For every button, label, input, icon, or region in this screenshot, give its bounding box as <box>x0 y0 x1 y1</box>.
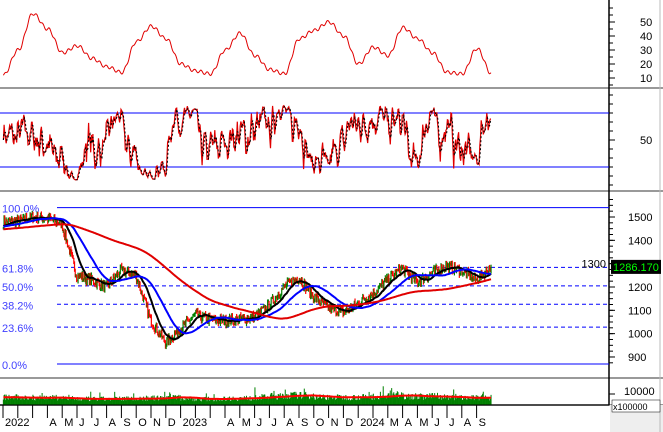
last-price-box <box>611 259 661 274</box>
y-tick-label: 900 <box>628 352 646 364</box>
x-tick-label: S <box>123 417 130 429</box>
y-tick-label: 30 <box>640 45 652 57</box>
x-tick-label: S <box>479 417 486 429</box>
y-tick-label: 1400 <box>628 235 652 247</box>
x-tick-label: A <box>49 417 57 429</box>
x-tick-label: S <box>301 417 308 429</box>
y-tick-label: 1300 <box>582 259 606 271</box>
y-tick-label: 40 <box>640 31 652 43</box>
x-tick-label: M <box>242 417 251 429</box>
x-tick-label: J <box>271 417 277 429</box>
y-tick-label: 10000 <box>624 386 655 398</box>
fibonacci-label: 0.0% <box>2 360 27 372</box>
x-tick-label: J <box>79 417 85 429</box>
x-tick-label: J <box>257 417 263 429</box>
x-tick-label: M <box>64 417 73 429</box>
y-tick-label: 1000 <box>628 329 652 341</box>
x-tick-label: N <box>331 417 339 429</box>
volume-moving-average <box>3 394 491 400</box>
y-tick-label: 10 <box>640 73 652 85</box>
x-tick-label: J <box>94 417 100 429</box>
oscillator-line <box>2 13 492 77</box>
x-tick-label: 2024 <box>360 417 384 429</box>
y-tick-label: 1100 <box>628 305 652 317</box>
x-tick-label: A <box>109 417 117 429</box>
x-tick-label: J <box>434 417 440 429</box>
x-tick-label: 2022 <box>5 417 29 429</box>
y-tick-label: 20 <box>640 59 652 71</box>
volume-unit-box <box>611 399 661 413</box>
y-tick-label: 1500 <box>628 212 652 224</box>
moving-average-200 <box>3 223 492 320</box>
x-tick-label: J <box>449 417 455 429</box>
x-tick-label: 2023 <box>183 417 207 429</box>
y-tick-label: 50 <box>640 135 652 147</box>
x-tick-label: A <box>286 417 294 429</box>
fibonacci-label: 100.0% <box>2 204 40 216</box>
y-tick-label: 50 <box>640 17 652 29</box>
x-tick-label: A <box>464 417 472 429</box>
x-tick-label: A <box>405 417 413 429</box>
x-tick-label: A <box>227 417 235 429</box>
x-tick-label: M <box>419 417 428 429</box>
fibonacci-label: 61.8% <box>2 263 33 275</box>
x-tick-label: D <box>168 417 176 429</box>
x-tick-label: D <box>345 417 353 429</box>
fibonacci-label: 38.2% <box>2 300 33 312</box>
x-tick-label: M <box>390 417 399 429</box>
x-tick-label: O <box>316 417 325 429</box>
last-price-label: 1286.170 <box>613 262 659 274</box>
x-tick-label: N <box>153 417 161 429</box>
volume-unit-label: x100000 <box>613 402 648 412</box>
fibonacci-label: 23.6% <box>2 323 33 335</box>
moving-average-50 <box>3 217 492 335</box>
x-tick-label: O <box>138 417 147 429</box>
fibonacci-label: 50.0% <box>2 282 33 294</box>
stochastic-d-line <box>2 105 492 181</box>
y-tick-label: 1200 <box>628 282 652 294</box>
stochastic-k-line <box>2 104 492 181</box>
